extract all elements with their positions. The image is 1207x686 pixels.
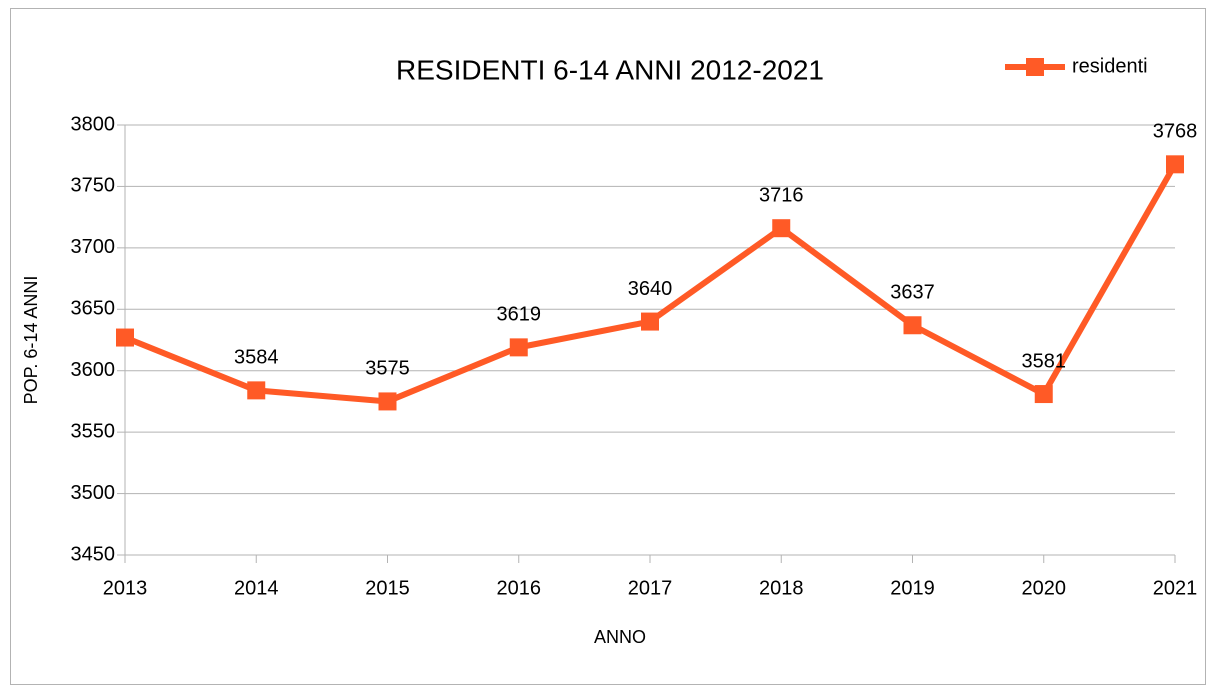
y-axis-label: POP. 6-14 ANNI — [21, 276, 41, 405]
y-tick-label: 3750 — [71, 175, 116, 197]
point-marker — [772, 219, 791, 238]
x-tick-label: 2016 — [497, 577, 542, 599]
point-marker — [903, 316, 922, 335]
data-label: 3716 — [759, 184, 804, 206]
point-marker — [116, 328, 134, 347]
data-label: 3575 — [365, 358, 410, 380]
y-tick-label: 3500 — [71, 482, 116, 504]
point-marker — [378, 392, 397, 411]
data-label: 3584 — [234, 347, 279, 369]
x-axis-label: ANNO — [594, 627, 646, 647]
point-marker — [247, 381, 266, 400]
data-label: 3619 — [497, 304, 542, 326]
y-tick-label: 3550 — [71, 420, 116, 442]
x-tick-label: 2020 — [1022, 577, 1067, 599]
data-label: 3581 — [1022, 350, 1067, 372]
y-tick-label: 3450 — [71, 543, 116, 565]
x-tick-label: 2014 — [234, 577, 279, 599]
x-tick-label: 2021 — [1153, 577, 1198, 599]
x-tick-label: 2019 — [890, 577, 935, 599]
point-marker — [1166, 155, 1184, 174]
data-label: 3640 — [628, 278, 673, 300]
y-tick-label: 3650 — [71, 298, 116, 320]
y-tick-label: 3700 — [71, 236, 116, 258]
legend-label: residenti — [1072, 55, 1148, 77]
chart-title: RESIDENTI 6-14 ANNI 2012-2021 — [396, 54, 824, 85]
y-tick-label: 3600 — [71, 359, 116, 381]
data-label: 3637 — [890, 282, 935, 304]
x-tick-label: 2015 — [365, 577, 410, 599]
data-label: 3768 — [1153, 121, 1198, 143]
x-tick-label: 2018 — [759, 577, 804, 599]
point-marker — [1034, 385, 1053, 404]
x-tick-label: 2017 — [628, 577, 673, 599]
x-tick-label: 2013 — [103, 577, 148, 599]
point-marker — [509, 338, 528, 357]
chart-frame — [10, 8, 1206, 685]
legend-marker — [1026, 58, 1044, 76]
point-marker — [641, 312, 659, 331]
y-tick-label: 3800 — [71, 113, 116, 135]
